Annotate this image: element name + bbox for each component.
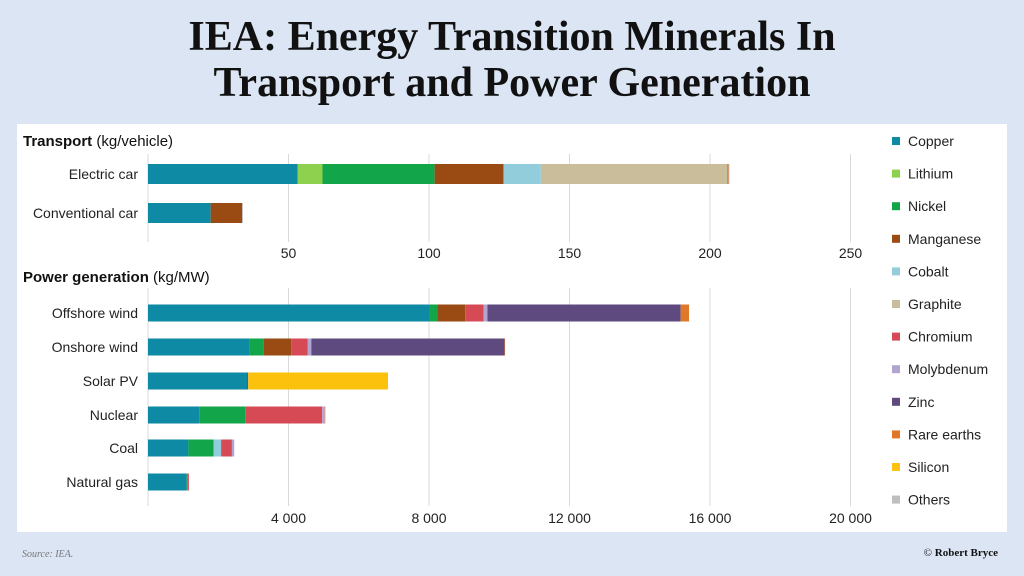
- power-category-label: Nuclear: [90, 407, 139, 423]
- power-bar-solar-pv-silicon: [248, 372, 389, 390]
- transport-title-bold: Transport: [23, 133, 92, 150]
- power-x-tick-label: 20 000: [829, 510, 872, 526]
- legend-swatch-cobalt: [892, 267, 900, 276]
- chart-svg: Transport (kg/vehicle) 50 100 150 200 250 Elec…: [23, 133, 988, 526]
- power-bar-offshore-wind-molybdenum: [483, 304, 488, 322]
- legend-swatch-zinc: [892, 397, 900, 406]
- power-title-unit: (kg/MW): [149, 269, 210, 286]
- chart-title: IEA: Energy Transition Minerals In Trans…: [0, 14, 1024, 106]
- power-bar-offshore-wind-chromium: [465, 304, 484, 322]
- transport-category-label: Conventional car: [33, 205, 138, 221]
- power-bar-offshore-wind-manganese: [437, 304, 466, 322]
- transport-bar-conventional-car-copper: [148, 203, 211, 223]
- legend-swatch-manganese: [892, 234, 900, 243]
- transport-bar-electric-car-copper: [148, 164, 298, 184]
- legend-swatch-graphite: [892, 300, 900, 308]
- power-bar-natural-gas-copper: [148, 473, 187, 491]
- transport-bar-electric-car-lithium: [297, 164, 323, 184]
- legend-label-silicon: Silicon: [908, 459, 949, 475]
- title-line-1: IEA: Energy Transition Minerals In: [188, 14, 836, 60]
- power-bar-solar-pv-copper: [148, 372, 248, 390]
- legend-label-molybdenum: Molybdenum: [908, 361, 988, 377]
- power-category-label: Natural gas: [66, 474, 138, 490]
- power-bar-offshore-wind-rare-earths: [680, 304, 690, 322]
- power-bar-onshore-wind-nickel: [249, 338, 264, 356]
- transport-bar-electric-car-rare-earths: [727, 164, 729, 184]
- legend-label-nickel: Nickel: [908, 198, 946, 214]
- legend-swatch-lithium: [892, 169, 900, 178]
- power-bar-coal-cobalt: [213, 439, 222, 457]
- power-bar-coal-copper: [148, 439, 189, 457]
- source-note: Source: IEA.: [22, 549, 74, 560]
- transport-bar-electric-car-graphite: [540, 164, 728, 184]
- legend-label-lithium: Lithium: [908, 166, 953, 182]
- power-title-bold: Power generation: [23, 269, 149, 286]
- transport-bar-electric-car-others: [728, 164, 730, 184]
- power-bar-onshore-wind-rare-earths: [504, 338, 506, 356]
- power-bar-nuclear-copper: [148, 406, 200, 424]
- credit-name: Robert Bryce: [934, 547, 998, 559]
- power-section-title: Power generation (kg/MW): [23, 269, 210, 286]
- power-bar-coal-nickel: [188, 439, 214, 457]
- power-x-tick-label: 12 000: [548, 510, 591, 526]
- power-bar-onshore-wind-copper: [148, 338, 250, 356]
- power-bar-onshore-wind-molybdenum: [307, 338, 312, 356]
- power-bar-onshore-wind-zinc: [311, 338, 505, 356]
- power-bar-natural-gas-nickel: [186, 473, 188, 491]
- power-category-label: Onshore wind: [52, 339, 138, 355]
- power-category-label: Offshore wind: [52, 305, 138, 321]
- transport-x-tick-label: 250: [839, 245, 863, 261]
- power-category-label: Coal: [109, 440, 138, 456]
- power-bar-nuclear-molybdenum: [322, 406, 325, 424]
- transport-bar-electric-car-nickel: [322, 164, 435, 184]
- legend-swatch-copper: [892, 137, 900, 145]
- legend-label-rare-earths: Rare earths: [908, 426, 981, 442]
- copyright-symbol: ©: [923, 547, 933, 559]
- power-category-label: Solar PV: [83, 373, 139, 389]
- power-bar-nuclear-nickel: [199, 406, 246, 424]
- legend-swatch-molybdenum: [892, 365, 900, 374]
- power-bar-nuclear-rare-earths: [324, 406, 326, 424]
- power-bar-offshore-wind-nickel: [429, 304, 438, 322]
- transport-x-tick-label: 150: [558, 245, 582, 261]
- transport-section-title: Transport (kg/vehicle): [23, 133, 173, 150]
- power-bar-onshore-wind-manganese: [263, 338, 292, 356]
- legend-label-zinc: Zinc: [908, 394, 934, 410]
- credit: © Robert Bryce: [924, 547, 998, 559]
- power-bar-natural-gas-chromium: [187, 473, 189, 491]
- power-bar-onshore-wind-chromium: [291, 338, 308, 356]
- transport-x-tick-label: 200: [698, 245, 722, 261]
- transport-bar-conventional-car-manganese: [210, 203, 243, 223]
- legend-label-graphite: Graphite: [908, 296, 962, 312]
- transport-bar-electric-car-manganese: [434, 164, 504, 184]
- legend-swatch-silicon: [892, 463, 900, 471]
- power-bar-coal-molybdenum: [231, 439, 235, 457]
- power-bar-offshore-wind-zinc: [487, 304, 681, 322]
- chart-panel: Transport (kg/vehicle) 50 100 150 200 250 Elec…: [17, 124, 1007, 532]
- legend-label-copper: Copper: [908, 133, 954, 149]
- power-bar-solar-pv-zinc: [247, 372, 249, 390]
- transport-bar-conventional-car-others: [242, 203, 243, 223]
- transport-category-label: Electric car: [69, 166, 139, 182]
- legend-label-manganese: Manganese: [908, 231, 981, 247]
- power-bar-coal-chromium: [221, 439, 232, 457]
- transport-bar-electric-car-cobalt: [503, 164, 541, 184]
- legend-swatch-chromium: [892, 332, 900, 341]
- legend-label-cobalt: Cobalt: [908, 263, 949, 279]
- legend-label-others: Others: [908, 492, 950, 508]
- power-x-tick-label: 16 000: [689, 510, 732, 526]
- legend-label-chromium: Chromium: [908, 329, 973, 345]
- legend-swatch-others: [892, 495, 900, 504]
- power-bar-nuclear-chromium: [245, 406, 323, 424]
- transport-x-tick-label: 100: [417, 245, 441, 261]
- title-line-2: Transport and Power Generation: [213, 60, 811, 106]
- power-x-tick-label: 4 000: [271, 510, 306, 526]
- power-x-tick-label: 8 000: [411, 510, 446, 526]
- power-bar-offshore-wind-copper: [148, 304, 429, 322]
- legend-swatch-nickel: [892, 202, 900, 211]
- transport-x-tick-label: 50: [281, 245, 297, 261]
- transport-title-unit: (kg/vehicle): [92, 133, 173, 150]
- legend-swatch-rare-earths: [892, 430, 900, 439]
